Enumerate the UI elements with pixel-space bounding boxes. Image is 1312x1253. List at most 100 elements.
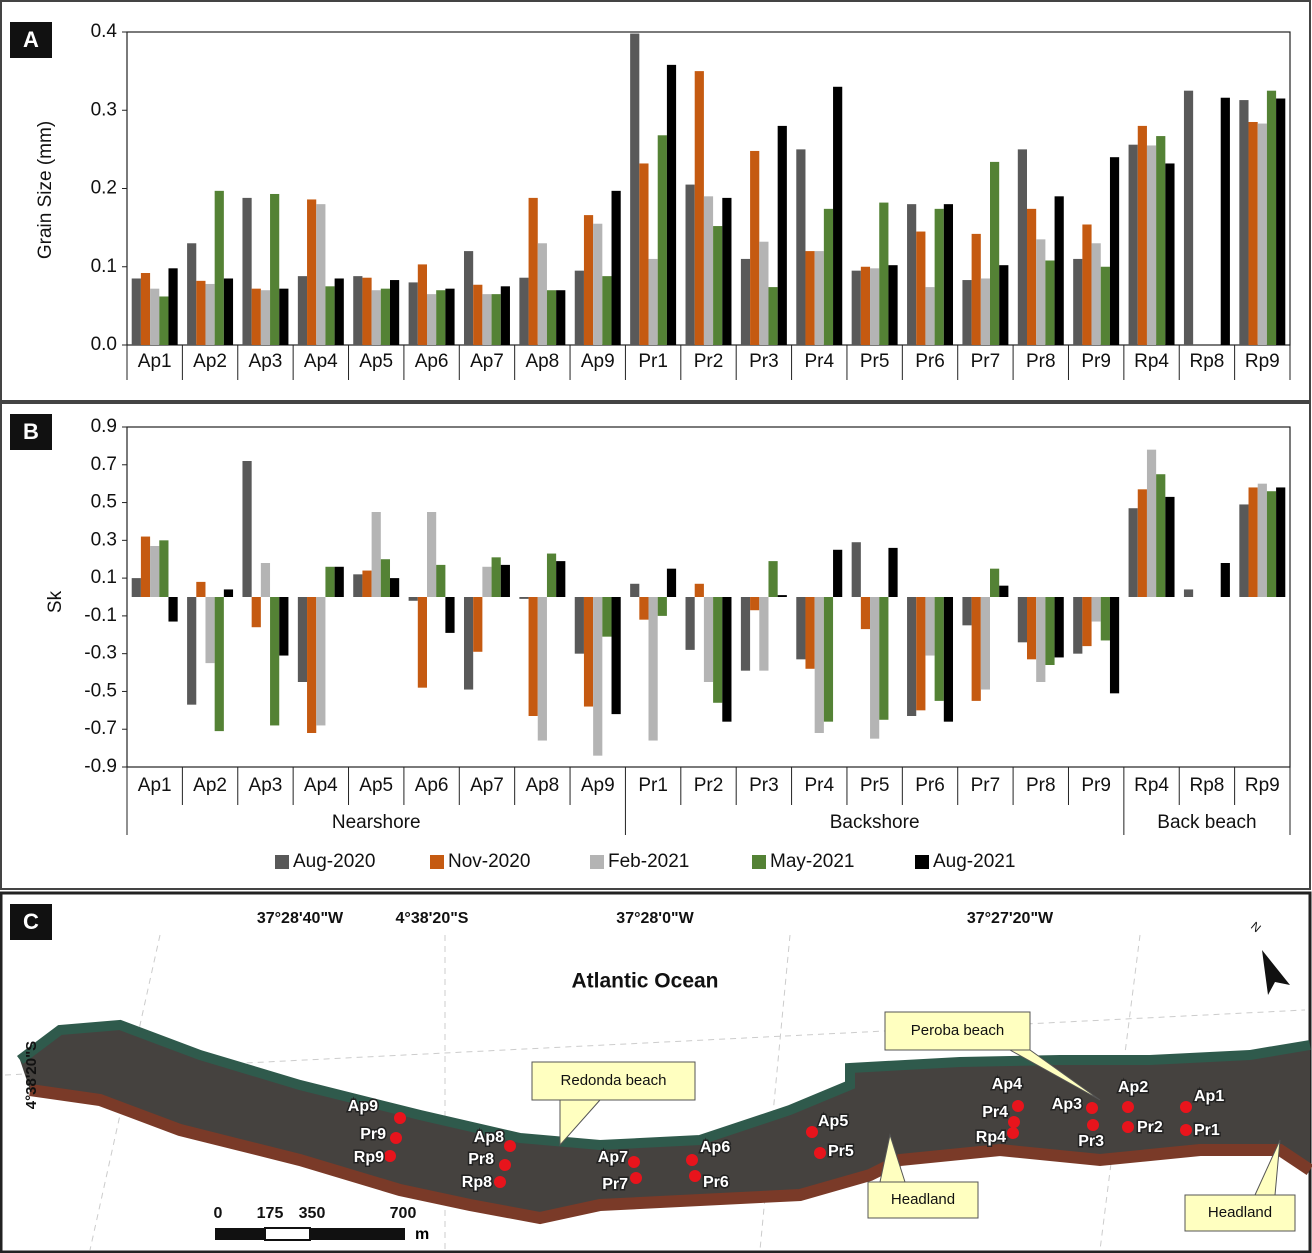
bar bbox=[362, 571, 371, 597]
x-tick-label: Pr8 bbox=[1026, 775, 1056, 796]
bar bbox=[445, 597, 454, 633]
bar bbox=[861, 267, 870, 345]
sample-label: Pr5 bbox=[828, 1143, 854, 1160]
y-tick-label: -0.9 bbox=[84, 756, 117, 777]
sample-point bbox=[689, 1170, 701, 1182]
scale-tick-label: 175 bbox=[257, 1205, 284, 1222]
scale-tick-label: 350 bbox=[299, 1205, 326, 1222]
bar bbox=[492, 557, 501, 597]
bar bbox=[196, 281, 205, 345]
scale-bar bbox=[265, 1228, 310, 1240]
bar bbox=[888, 548, 897, 597]
bar bbox=[307, 199, 316, 345]
bar bbox=[519, 278, 528, 345]
bar bbox=[224, 278, 233, 345]
bar bbox=[852, 271, 861, 345]
x-tick-label: Pr9 bbox=[1081, 775, 1111, 796]
x-tick-label: Ap7 bbox=[470, 775, 504, 796]
bar bbox=[242, 461, 251, 597]
sample-point bbox=[1180, 1124, 1192, 1136]
bar bbox=[704, 196, 713, 345]
bar bbox=[667, 65, 676, 345]
bar bbox=[409, 597, 418, 601]
bar bbox=[1258, 484, 1267, 597]
bar bbox=[584, 215, 593, 345]
legend-label: Feb-2021 bbox=[608, 851, 689, 872]
x-tick-label: Ap4 bbox=[304, 775, 338, 796]
bar bbox=[1129, 145, 1138, 345]
bar bbox=[962, 280, 971, 345]
x-tick-label: Pr2 bbox=[694, 351, 724, 372]
bar bbox=[935, 209, 944, 345]
callout-label: Peroba beach bbox=[911, 1022, 1004, 1039]
x-tick-label: Ap4 bbox=[304, 351, 338, 372]
x-tick-label: Pr6 bbox=[915, 775, 945, 796]
x-tick-label: Ap5 bbox=[359, 351, 393, 372]
bar bbox=[529, 198, 538, 345]
bar bbox=[1055, 196, 1064, 345]
bar bbox=[1101, 597, 1110, 640]
sample-label: Pr8 bbox=[468, 1151, 494, 1168]
sample-label: Rp9 bbox=[354, 1149, 384, 1166]
x-tick-label: Ap5 bbox=[359, 775, 393, 796]
bar bbox=[141, 537, 150, 597]
bar bbox=[981, 278, 990, 345]
bar bbox=[473, 285, 482, 345]
bar bbox=[695, 584, 704, 597]
bar bbox=[1036, 239, 1045, 345]
x-tick-label: Pr4 bbox=[804, 775, 834, 796]
y-tick-label: 0.3 bbox=[91, 529, 117, 550]
sample-point bbox=[630, 1172, 642, 1184]
sample-label: Pr7 bbox=[602, 1176, 628, 1193]
bar bbox=[805, 597, 814, 669]
x-tick-label: Pr1 bbox=[638, 351, 668, 372]
bar bbox=[796, 597, 805, 659]
x-tick-label: Ap7 bbox=[470, 351, 504, 372]
bar bbox=[750, 597, 759, 610]
y-tick-label: 0.0 bbox=[91, 334, 117, 355]
bar bbox=[1045, 260, 1054, 345]
bar bbox=[141, 273, 150, 345]
bar bbox=[1147, 450, 1156, 597]
bar bbox=[1110, 597, 1119, 693]
bar bbox=[962, 597, 971, 625]
legend-label: Nov-2020 bbox=[448, 851, 530, 872]
legend-swatch bbox=[752, 855, 766, 869]
sample-label: Pr2 bbox=[1137, 1119, 1163, 1136]
sample-label: Ap3 bbox=[1052, 1096, 1082, 1113]
x-tick-label: Rp4 bbox=[1134, 775, 1169, 796]
sample-label: Pr1 bbox=[1194, 1122, 1220, 1139]
bar bbox=[215, 191, 224, 345]
sample-point bbox=[1086, 1102, 1098, 1114]
bar bbox=[852, 542, 861, 597]
x-tick-label: Rp8 bbox=[1189, 351, 1224, 372]
bar bbox=[427, 294, 436, 345]
sample-point bbox=[1180, 1101, 1192, 1113]
bar bbox=[418, 597, 427, 688]
bar bbox=[1018, 597, 1027, 642]
bar bbox=[1045, 597, 1054, 665]
bar bbox=[639, 163, 648, 345]
bar bbox=[1249, 122, 1258, 345]
bar bbox=[1073, 597, 1082, 654]
sample-label: Ap5 bbox=[818, 1113, 848, 1130]
x-tick-label: Ap6 bbox=[415, 351, 449, 372]
bar bbox=[722, 198, 731, 345]
bar bbox=[1092, 243, 1101, 345]
sample-label: Pr6 bbox=[703, 1174, 729, 1191]
bar bbox=[353, 276, 362, 345]
scale-bar bbox=[215, 1228, 265, 1240]
bar bbox=[335, 278, 344, 345]
bar bbox=[1101, 267, 1110, 345]
bar bbox=[1147, 145, 1156, 345]
x-tick-label: Pr5 bbox=[860, 351, 890, 372]
bar bbox=[593, 224, 602, 345]
bar bbox=[187, 597, 196, 705]
bar bbox=[445, 289, 454, 345]
legend-swatch bbox=[275, 855, 289, 869]
bar bbox=[1165, 163, 1174, 345]
bar bbox=[861, 597, 870, 629]
bar bbox=[686, 185, 695, 345]
bar bbox=[501, 286, 510, 345]
bar bbox=[325, 286, 334, 345]
